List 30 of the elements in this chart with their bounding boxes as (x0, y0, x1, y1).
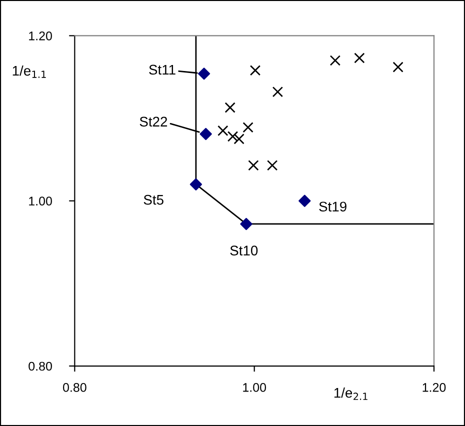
point (354, 52, 365, 64)
point (330, 55, 341, 66)
point (392, 62, 404, 72)
x-tick-label: 1.00 (243, 383, 266, 392)
point (224, 102, 236, 113)
point (298, 194, 311, 207)
y-tick-label: 1.00 (29, 196, 52, 206)
y-axis-title: 1/e$_{1.1}$ (12, 65, 46, 78)
x-axis-title: 1/e$_{2.1}$ (334, 388, 368, 400)
point (266, 160, 278, 171)
point (190, 178, 202, 190)
point (248, 160, 259, 171)
annotation: St19 (319, 202, 346, 212)
annotation: St5 (144, 194, 164, 205)
annotation: St10 (230, 246, 258, 256)
y-tick-label: 0.80 (28, 362, 52, 371)
y-tick-label: 1.20 (29, 32, 52, 40)
point (198, 68, 210, 80)
point (234, 134, 244, 144)
point (272, 86, 284, 98)
point (218, 125, 228, 136)
x-tick-label: 1.20 (422, 383, 446, 392)
point (200, 128, 212, 140)
point (242, 122, 254, 133)
point (240, 218, 252, 230)
x-tick-label: 0.80 (63, 383, 86, 392)
point (250, 65, 261, 76)
annotation: St22 (140, 116, 168, 127)
annotation: St11 (149, 64, 176, 75)
point (227, 131, 238, 142)
